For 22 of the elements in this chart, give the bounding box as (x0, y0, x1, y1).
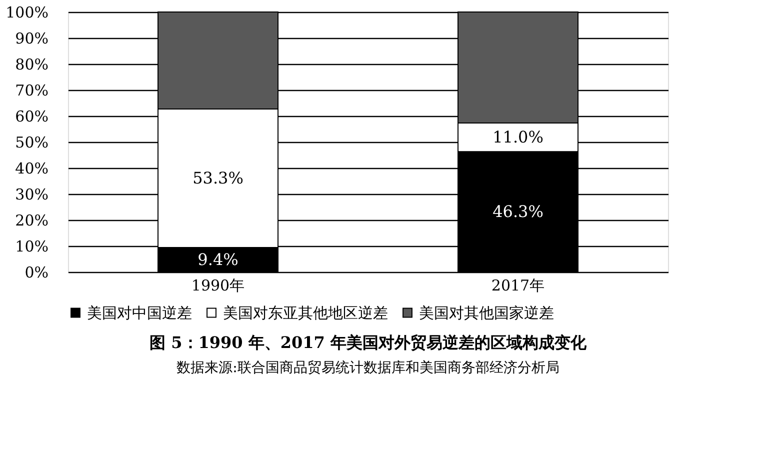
legend-label: 美国对其他国家逆差 (419, 304, 554, 322)
data-label: 46.3% (492, 202, 544, 221)
y-tick-label: 20% (15, 212, 48, 230)
data-label: 11.0% (492, 127, 544, 146)
data-label: 53.3% (192, 168, 244, 188)
y-tick-label: 80% (15, 56, 48, 74)
source-note: 数据来源:联合国商品贸易统计数据库和美国商务部经济分析局 (176, 360, 560, 376)
y-tick-label: 70% (15, 82, 48, 100)
y-tick-label: 40% (15, 160, 48, 178)
y-tick-label: 90% (15, 30, 48, 48)
y-tick-label: 10% (15, 238, 48, 256)
data-label: 9.4% (198, 250, 238, 269)
y-tick-label: 30% (15, 186, 48, 204)
legend-label: 美国对东亚其他地区逆差 (223, 304, 388, 322)
text: 图 5：1990 年、2017 年美国对外贸易逆差的区域构成变化 (150, 333, 588, 352)
x-tick-label: 1990年 (191, 276, 245, 294)
x-tick-label: 2017年 (491, 276, 545, 294)
y-tick-label: 100% (6, 4, 48, 22)
legend-label: 美国对中国逆差 (87, 304, 192, 322)
y-tick-label: 50% (15, 134, 48, 152)
y-tick-label: 0% (24, 264, 48, 282)
y-tick-label: 60% (15, 108, 48, 126)
